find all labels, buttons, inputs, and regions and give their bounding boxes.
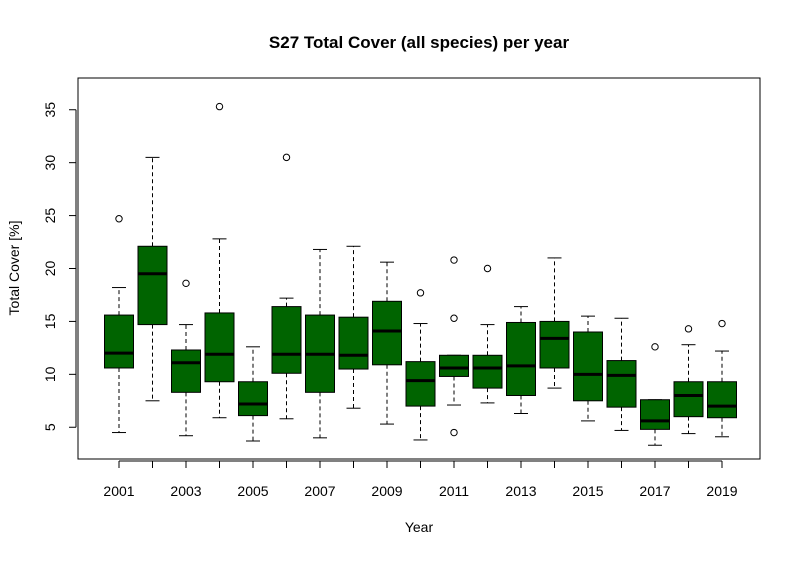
outlier-point bbox=[450, 256, 458, 264]
outlier-point bbox=[282, 153, 291, 162]
x-axis-label: Year bbox=[405, 519, 434, 535]
outlier-point bbox=[483, 264, 492, 273]
chart-title: S27 Total Cover (all species) per year bbox=[269, 33, 570, 52]
x-tick-label: 2005 bbox=[237, 483, 268, 499]
box-2005 bbox=[238, 381, 268, 417]
y-tick-label: 35 bbox=[42, 102, 58, 118]
y-tick-label: 10 bbox=[42, 366, 58, 382]
x-tick-label: 2001 bbox=[103, 483, 134, 499]
box-2010 bbox=[405, 361, 436, 407]
y-tick-label: 5 bbox=[42, 423, 58, 431]
outlier-point bbox=[450, 428, 458, 437]
box-2001 bbox=[104, 314, 134, 369]
outlier-point bbox=[651, 343, 659, 351]
y-tick-label: 25 bbox=[42, 208, 58, 224]
outlier-point bbox=[416, 289, 425, 297]
x-tick-label: 2013 bbox=[505, 483, 536, 499]
box-2014 bbox=[539, 320, 570, 369]
x-tick-label: 2007 bbox=[304, 483, 335, 499]
y-tick-label: 15 bbox=[42, 313, 58, 329]
outlier-point bbox=[215, 102, 224, 111]
box-2019 bbox=[707, 381, 737, 419]
outlier-point bbox=[684, 325, 693, 333]
box-2017 bbox=[640, 399, 670, 430]
box-2003 bbox=[171, 349, 201, 393]
x-tick-label: 2017 bbox=[639, 483, 670, 499]
box-2012 bbox=[472, 354, 503, 389]
box-2009 bbox=[372, 300, 402, 366]
y-tick-label: 20 bbox=[42, 261, 58, 277]
x-tick-label: 2015 bbox=[572, 483, 603, 499]
box-2002 bbox=[137, 245, 168, 326]
box-2018 bbox=[673, 381, 704, 418]
x-tick-label: 2019 bbox=[706, 483, 737, 499]
y-tick-label: 30 bbox=[42, 155, 58, 171]
box-2004 bbox=[204, 312, 235, 383]
box-2011 bbox=[439, 354, 469, 377]
plot-frame bbox=[77, 77, 761, 460]
outlier-point bbox=[115, 215, 123, 223]
outlier-point bbox=[450, 314, 458, 322]
box-2006 bbox=[271, 306, 302, 374]
y-axis-label: Total Cover [%] bbox=[6, 221, 22, 316]
x-tick-label: 2009 bbox=[371, 483, 402, 499]
x-tick-label: 2003 bbox=[170, 483, 201, 499]
outlier-point bbox=[718, 319, 726, 328]
x-tick-label: 2011 bbox=[439, 483, 469, 499]
outlier-point bbox=[182, 279, 190, 288]
box-2016 bbox=[606, 360, 637, 408]
plot-area: 5 10 15 20 25 30 35 2001 2003 2005 2007 2009 2011 201… bbox=[42, 77, 761, 499]
box-2008 bbox=[338, 316, 369, 370]
box-2015 bbox=[573, 331, 603, 402]
box-2013 bbox=[506, 321, 536, 397]
